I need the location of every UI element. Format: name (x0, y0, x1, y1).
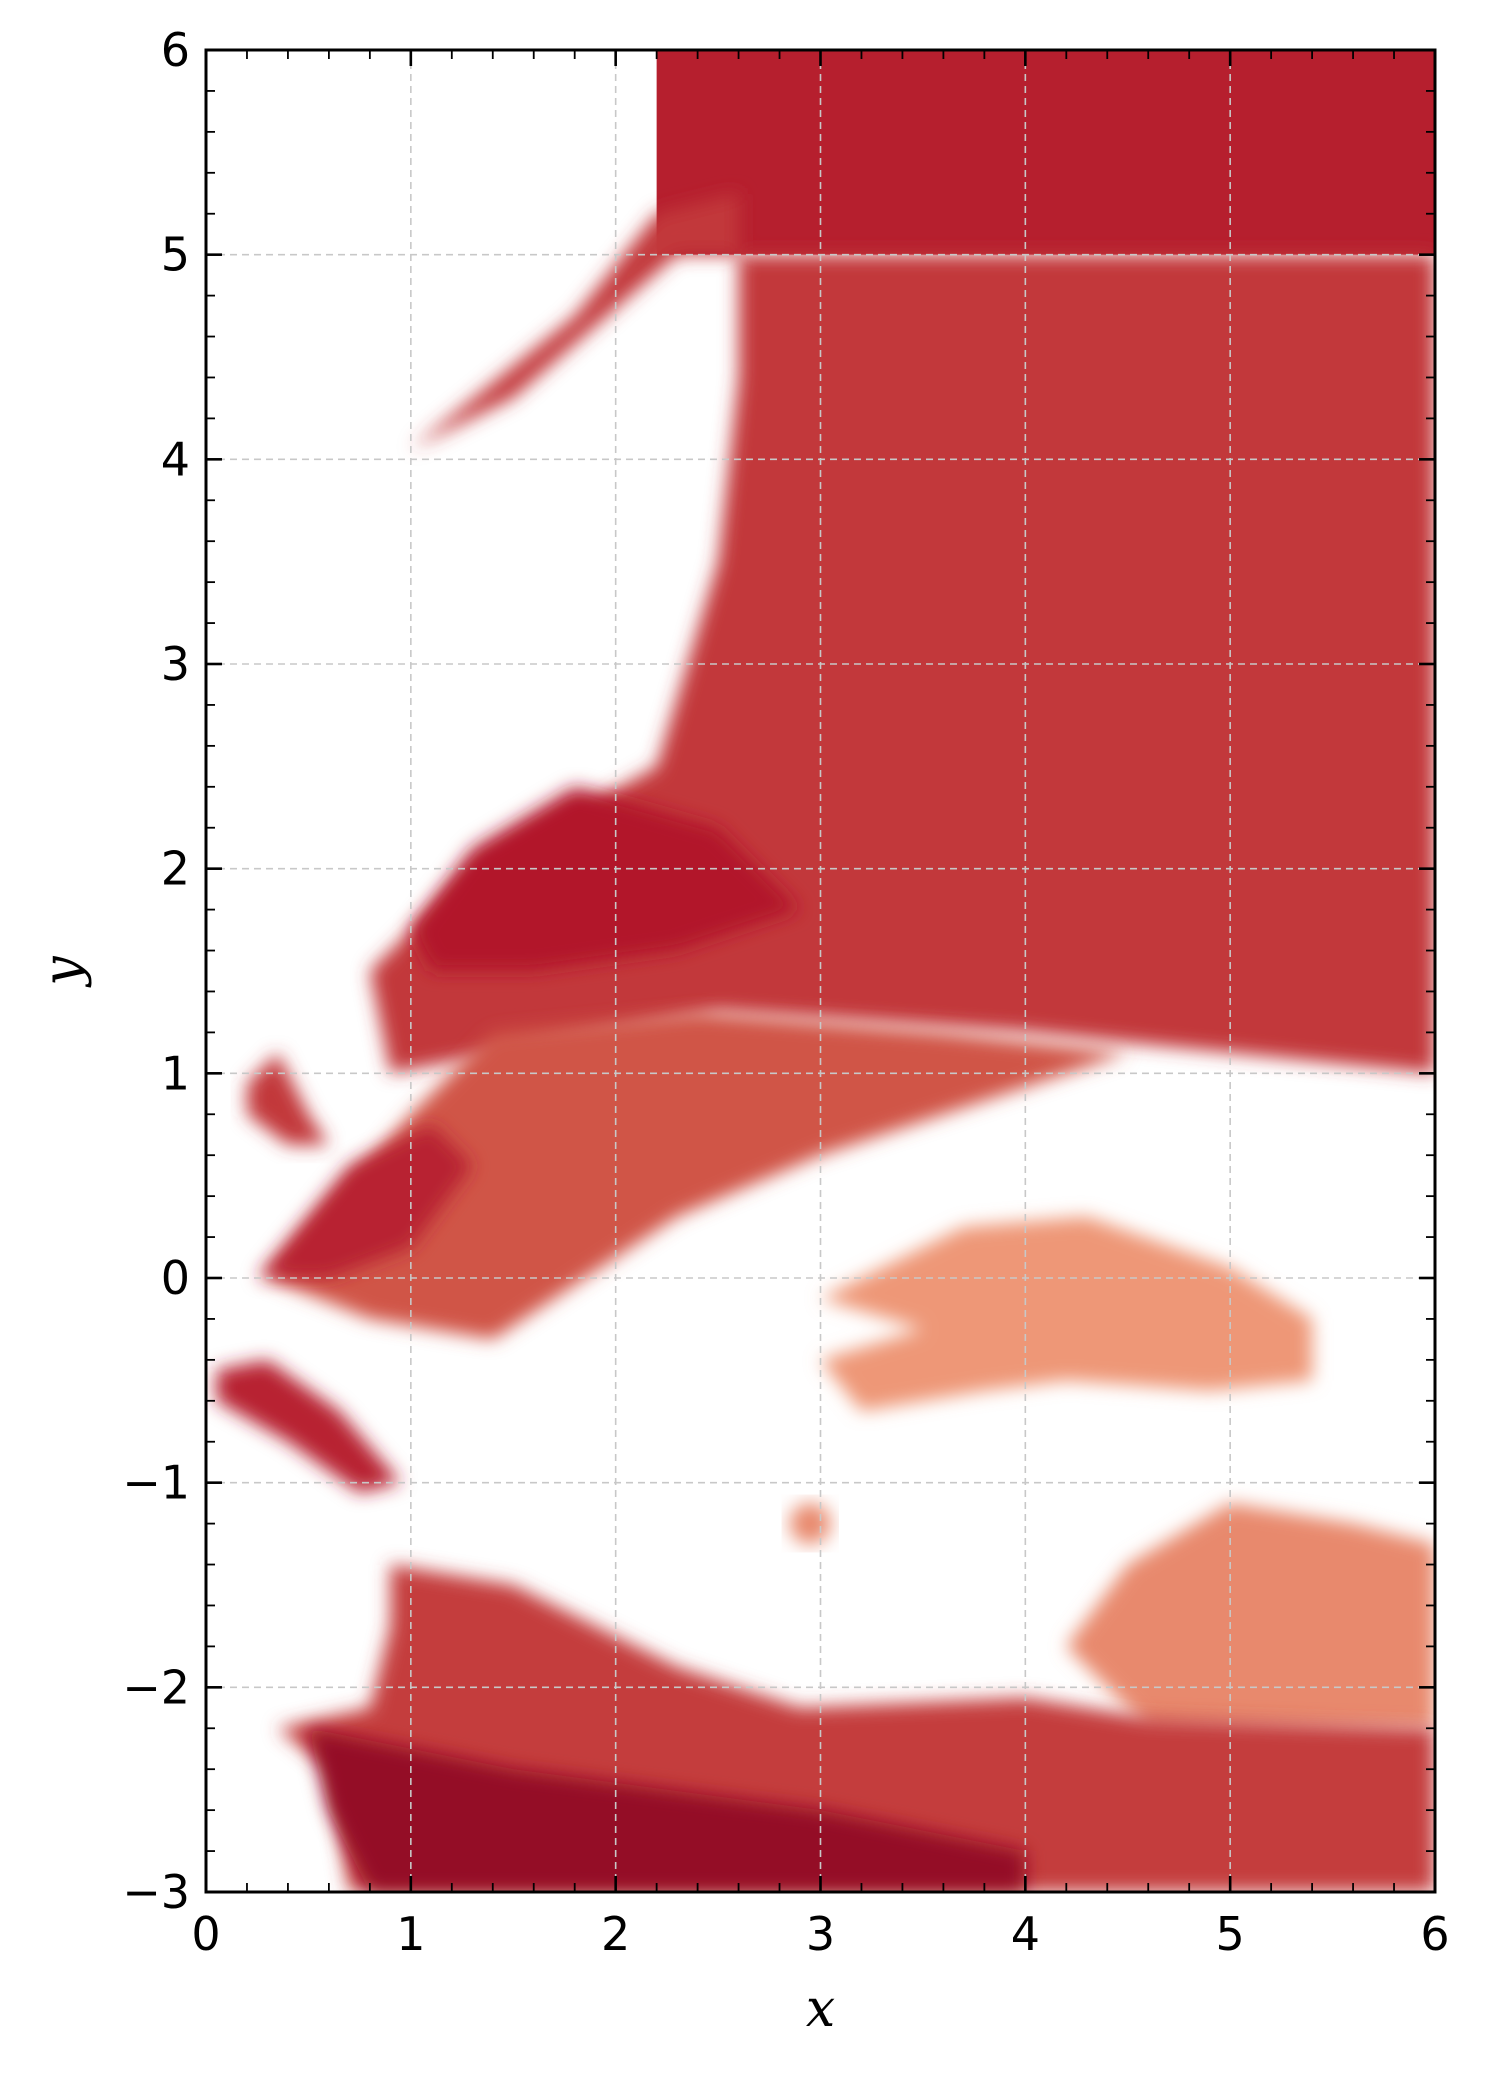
axis-ticks (204, 48, 1437, 1894)
y-tick-label: 2 (161, 842, 190, 896)
x-tick-label: 4 (1011, 1907, 1040, 1961)
y-tick-label: 0 (161, 1251, 190, 1305)
grid-lines (206, 50, 1435, 1892)
y-axis-label: y (33, 956, 93, 988)
x-axis-label: x (806, 1979, 835, 2039)
x-tick-label: 1 (396, 1907, 425, 1961)
x-tick-label: 3 (806, 1907, 835, 1961)
heatmap-region (216, 1359, 401, 1493)
heatmap-region (257, 1124, 473, 1278)
heatmap-region (1066, 1503, 1435, 1729)
heatmap-region (789, 1503, 831, 1545)
y-tick-label: 4 (161, 432, 190, 486)
y-tick-label: 5 (161, 228, 190, 282)
y-tick-label: −3 (122, 1865, 190, 1919)
heatmap-region (410, 786, 801, 971)
x-tick-label: 5 (1216, 1907, 1245, 1961)
heatmap-field (216, 50, 1435, 1892)
y-tick-label: −2 (122, 1660, 190, 1714)
y-tick-label: 3 (161, 637, 190, 691)
x-tick-label: 6 (1420, 1907, 1449, 1961)
y-tick-label: 1 (161, 1046, 190, 1100)
heatmap-region (308, 1728, 1026, 1892)
y-tick-label: 6 (161, 23, 190, 77)
heatmap-region (820, 1216, 1313, 1412)
tick-labels: 0 1 2 3 4 5 6 −3 −2 −1 0 1 2 3 4 5 6 (122, 23, 1449, 1961)
heatmap-region (267, 1011, 1128, 1340)
x-tick-label: 2 (601, 1907, 630, 1961)
heatmap-region (656, 50, 1435, 255)
x-tick-label: 0 (191, 1907, 220, 1961)
heatmap-region (246, 1052, 329, 1145)
y-tick-label: −1 (122, 1456, 190, 1510)
